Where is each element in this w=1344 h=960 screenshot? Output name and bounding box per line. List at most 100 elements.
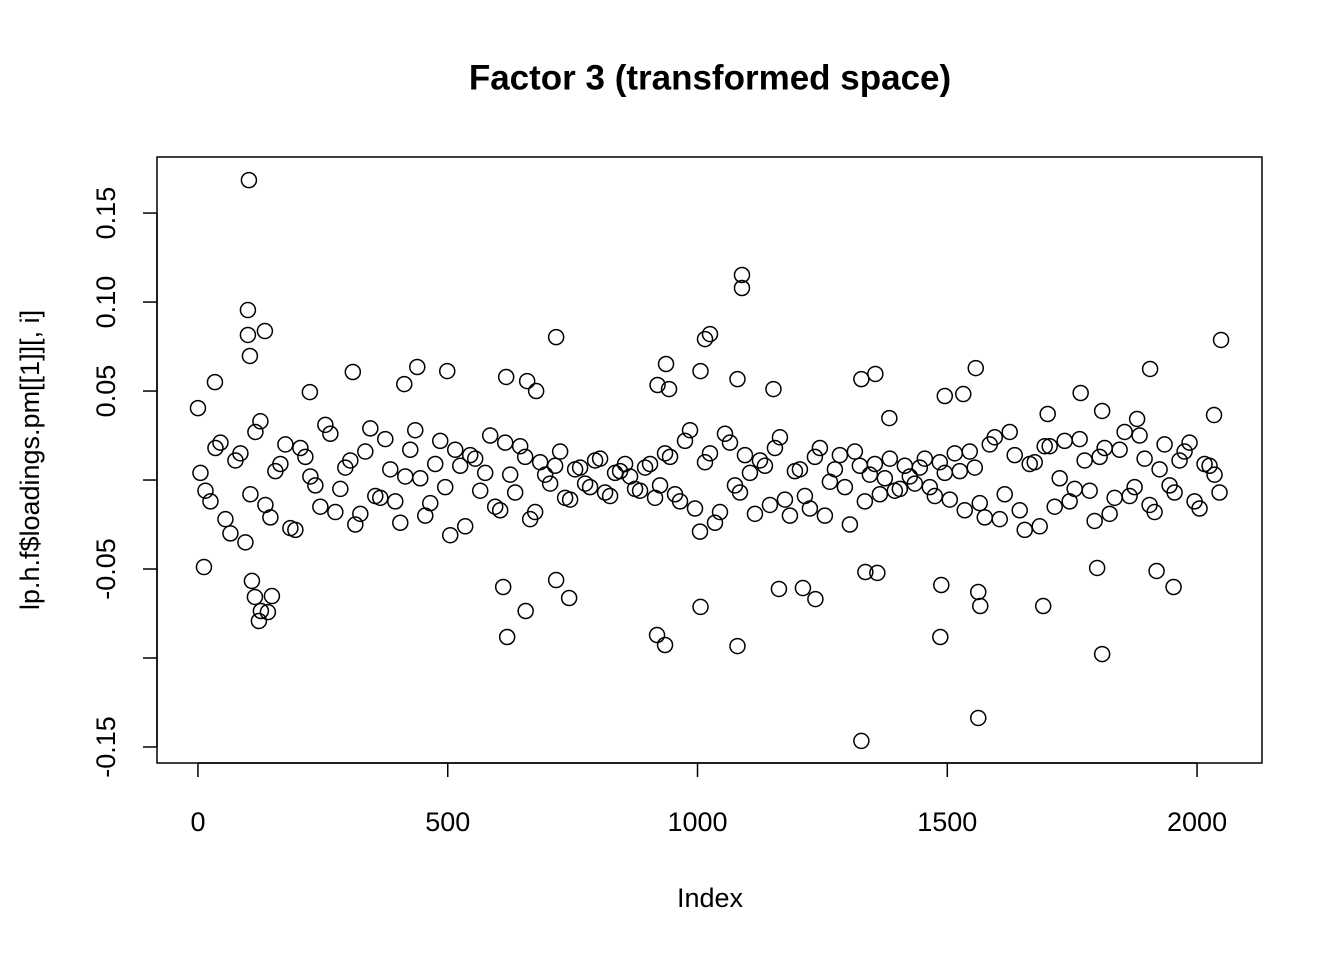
point bbox=[312, 498, 329, 515]
point bbox=[971, 494, 989, 512]
point bbox=[871, 486, 889, 503]
point bbox=[491, 502, 509, 519]
point bbox=[1211, 484, 1228, 501]
point bbox=[941, 491, 959, 508]
point bbox=[1128, 410, 1146, 428]
point bbox=[1011, 502, 1028, 519]
point bbox=[853, 370, 870, 388]
point bbox=[1126, 478, 1143, 496]
y-tick-label: -0.05 bbox=[91, 538, 121, 600]
point bbox=[726, 477, 744, 494]
point bbox=[876, 469, 894, 487]
point bbox=[402, 441, 419, 459]
point bbox=[906, 475, 924, 492]
point bbox=[596, 484, 614, 501]
point bbox=[518, 372, 536, 390]
point bbox=[297, 448, 314, 466]
point bbox=[733, 279, 751, 297]
point bbox=[239, 301, 257, 319]
point bbox=[239, 326, 257, 344]
point bbox=[527, 382, 545, 400]
point bbox=[649, 376, 666, 394]
point bbox=[946, 445, 964, 462]
point bbox=[729, 637, 746, 655]
y-tick-label: 0.05 bbox=[91, 365, 121, 418]
point bbox=[741, 464, 759, 482]
point bbox=[771, 429, 789, 446]
point bbox=[1046, 498, 1063, 515]
point bbox=[256, 322, 274, 340]
point bbox=[237, 534, 254, 551]
point bbox=[711, 503, 729, 521]
point bbox=[227, 452, 244, 469]
point bbox=[701, 445, 719, 462]
point bbox=[451, 457, 469, 475]
point bbox=[222, 525, 239, 542]
point bbox=[641, 455, 659, 473]
point bbox=[1205, 406, 1223, 424]
point bbox=[926, 487, 944, 505]
point bbox=[206, 373, 224, 391]
point bbox=[496, 434, 514, 451]
point bbox=[986, 429, 1003, 446]
point bbox=[967, 359, 985, 377]
point bbox=[409, 358, 426, 376]
point bbox=[656, 636, 674, 654]
point bbox=[197, 482, 214, 499]
y-tick-label: -0.15 bbox=[91, 716, 121, 778]
y-tick-label: 0.10 bbox=[91, 276, 121, 329]
point bbox=[1006, 446, 1023, 464]
point bbox=[626, 480, 644, 498]
point bbox=[857, 563, 874, 581]
point bbox=[436, 478, 454, 496]
point bbox=[681, 421, 699, 439]
point bbox=[786, 462, 804, 480]
point bbox=[867, 365, 884, 383]
point bbox=[811, 439, 829, 457]
point bbox=[691, 523, 709, 540]
point bbox=[721, 434, 739, 451]
point bbox=[461, 446, 479, 464]
point bbox=[241, 347, 259, 365]
point bbox=[696, 453, 714, 471]
point bbox=[501, 466, 519, 483]
point bbox=[287, 521, 304, 539]
point bbox=[648, 626, 666, 644]
point bbox=[1151, 461, 1168, 478]
point bbox=[446, 441, 464, 459]
point bbox=[657, 355, 675, 373]
point bbox=[1041, 437, 1058, 455]
point bbox=[1031, 518, 1048, 535]
point bbox=[869, 564, 886, 582]
point bbox=[247, 423, 264, 441]
point bbox=[362, 420, 379, 437]
point bbox=[302, 468, 319, 485]
point bbox=[212, 434, 229, 451]
point bbox=[1039, 405, 1056, 423]
point bbox=[970, 583, 987, 601]
point bbox=[240, 171, 258, 189]
point bbox=[686, 500, 704, 517]
point bbox=[1056, 432, 1073, 450]
point bbox=[781, 507, 799, 524]
point bbox=[327, 503, 344, 521]
point bbox=[796, 487, 814, 505]
point bbox=[1148, 562, 1165, 580]
point bbox=[806, 448, 824, 466]
point bbox=[841, 516, 859, 533]
point bbox=[853, 732, 870, 750]
point bbox=[246, 588, 264, 606]
point bbox=[1196, 455, 1213, 473]
point bbox=[1166, 484, 1183, 501]
point bbox=[426, 455, 444, 473]
point bbox=[766, 439, 784, 457]
point bbox=[996, 486, 1013, 503]
point bbox=[696, 330, 714, 348]
point bbox=[517, 602, 534, 620]
point bbox=[1146, 503, 1163, 521]
point bbox=[546, 457, 564, 475]
point bbox=[816, 507, 834, 524]
point bbox=[1093, 402, 1111, 420]
point bbox=[886, 482, 904, 499]
